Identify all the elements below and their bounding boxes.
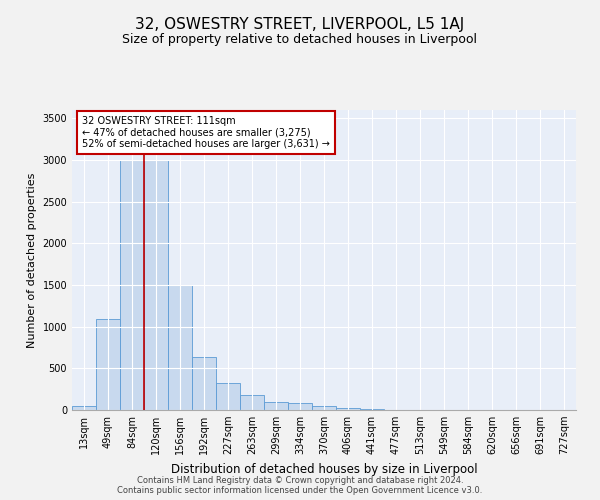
Bar [264, 402, 288, 410]
Bar [216, 382, 240, 410]
Bar [240, 396, 264, 410]
Bar [144, 160, 168, 410]
Text: Size of property relative to detached houses in Liverpool: Size of property relative to detached ho… [122, 32, 478, 46]
X-axis label: Distribution of detached houses by size in Liverpool: Distribution of detached houses by size … [170, 462, 478, 475]
Y-axis label: Number of detached properties: Number of detached properties [27, 172, 37, 348]
Bar [192, 356, 216, 410]
Bar [336, 408, 360, 410]
Bar [168, 285, 192, 410]
Bar [72, 406, 96, 410]
Bar [312, 406, 336, 410]
Text: Contains HM Land Registry data © Crown copyright and database right 2024.: Contains HM Land Registry data © Crown c… [137, 476, 463, 485]
Text: Contains public sector information licensed under the Open Government Licence v3: Contains public sector information licen… [118, 486, 482, 495]
Bar [96, 319, 120, 410]
Bar [120, 160, 144, 410]
Text: 32, OSWESTRY STREET, LIVERPOOL, L5 1AJ: 32, OSWESTRY STREET, LIVERPOOL, L5 1AJ [136, 18, 464, 32]
Bar [288, 404, 312, 410]
Bar [360, 409, 384, 410]
Text: 32 OSWESTRY STREET: 111sqm
← 47% of detached houses are smaller (3,275)
52% of s: 32 OSWESTRY STREET: 111sqm ← 47% of deta… [82, 116, 330, 149]
